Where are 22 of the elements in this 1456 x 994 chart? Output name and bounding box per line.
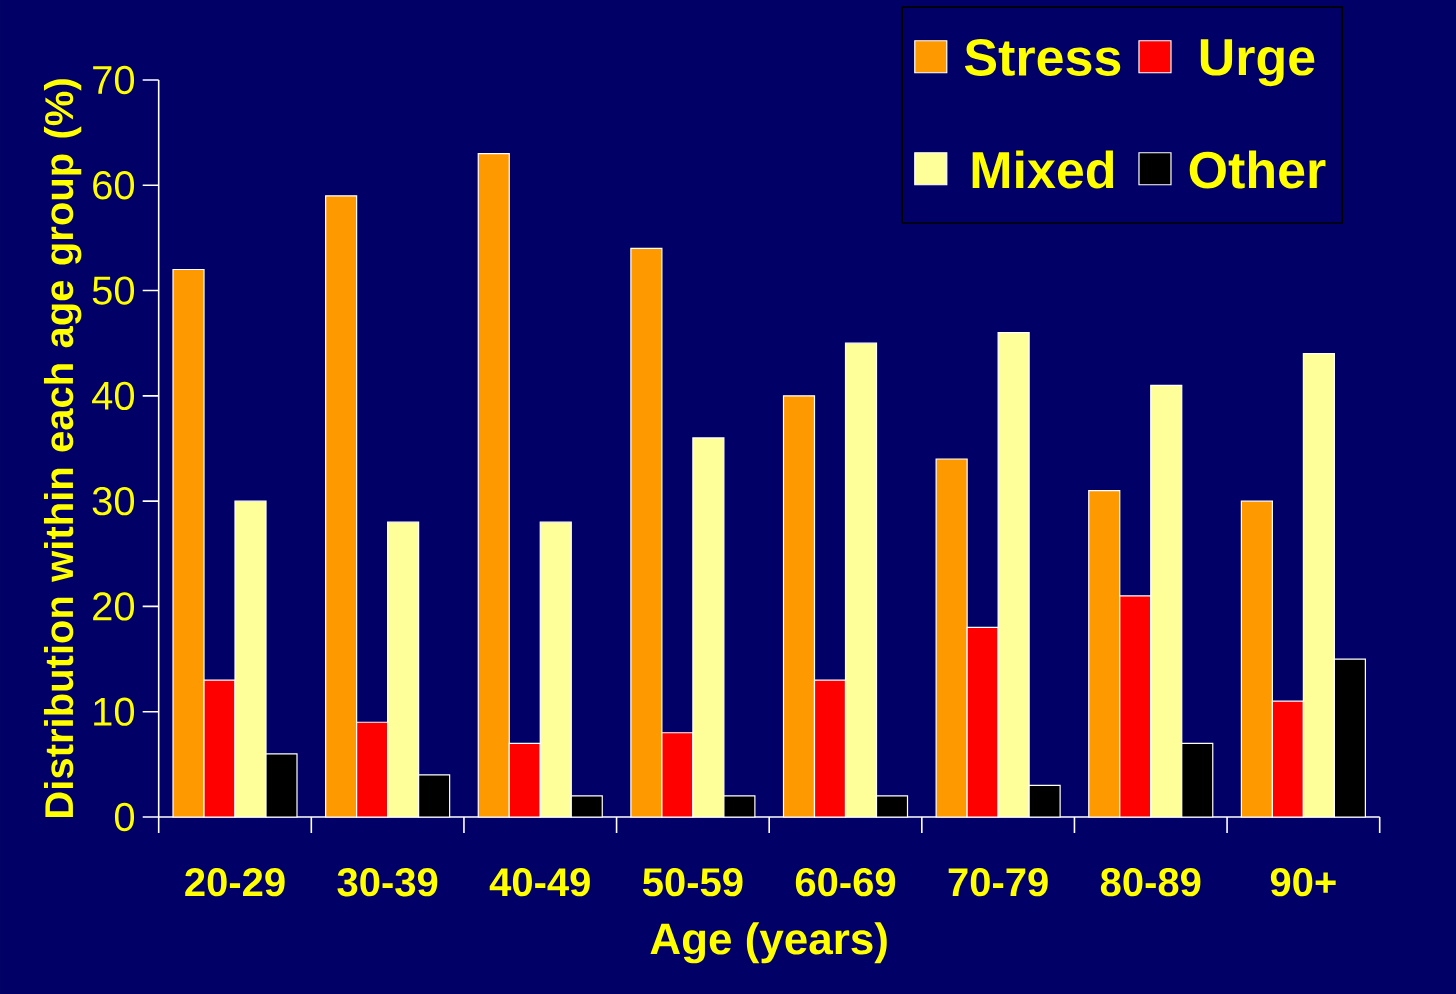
x-tick-label: 60-69 bbox=[795, 868, 896, 897]
y-tick-label: 0 bbox=[114, 802, 135, 832]
legend-label: Urge bbox=[1200, 39, 1315, 87]
y-tick-label: 40 bbox=[92, 381, 135, 410]
x-tick-label: 30-39 bbox=[337, 868, 438, 897]
legend-label: Mixed bbox=[972, 150, 1114, 189]
legend-label: Other bbox=[1189, 150, 1326, 189]
y-tick-label: 10 bbox=[94, 697, 135, 726]
y-tick-label: 20 bbox=[93, 592, 135, 621]
y-tick-label: 60 bbox=[93, 171, 135, 200]
x-tick-label: 50-59 bbox=[642, 868, 743, 897]
y-axis-title: Distribution within each age group (%) bbox=[43, 79, 82, 817]
x-axis-title: Age (years) bbox=[650, 922, 887, 964]
x-tick-label: 70-79 bbox=[948, 868, 1048, 897]
x-tick-label: 20-29 bbox=[185, 868, 285, 897]
x-tick-label: 40-49 bbox=[489, 868, 590, 897]
x-tick-label: 80-89 bbox=[1100, 868, 1201, 897]
x-tick-label: 90+ bbox=[1270, 868, 1336, 897]
y-tick-label: 30 bbox=[92, 486, 135, 516]
legend-label: Stress bbox=[964, 39, 1121, 76]
y-tick-label: 70 bbox=[93, 65, 135, 95]
y-tick-label: 50 bbox=[92, 276, 135, 305]
